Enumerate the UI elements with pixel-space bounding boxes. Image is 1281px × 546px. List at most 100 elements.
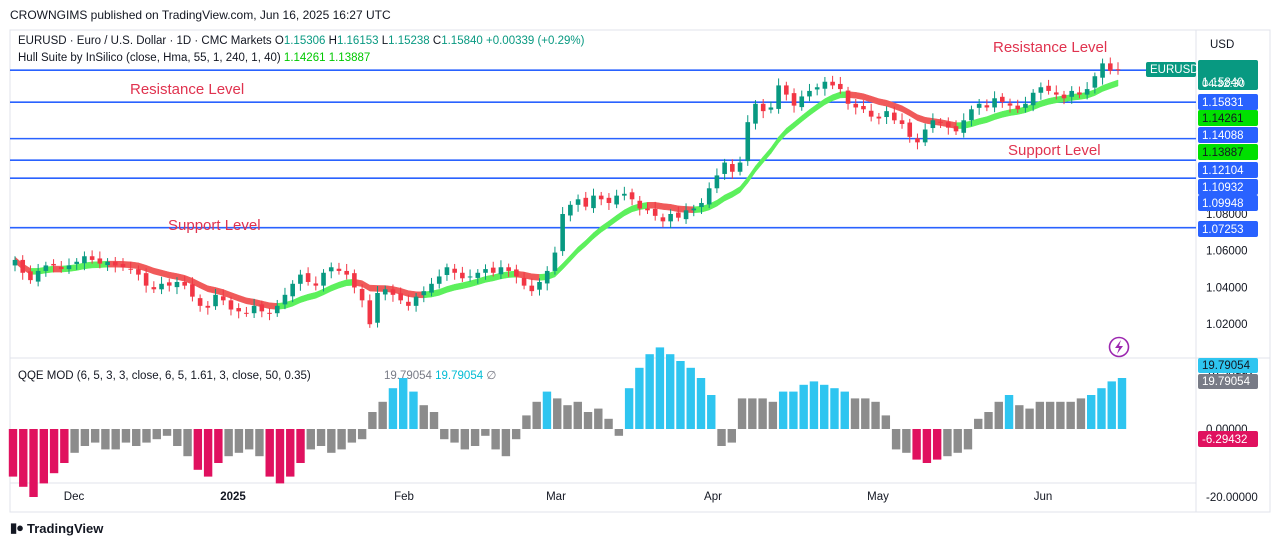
candle-60 [475, 272, 481, 278]
candle-74 [583, 197, 589, 207]
qqe-tag-1: 19.79054 [1202, 376, 1251, 388]
candle-133 [1038, 87, 1044, 93]
publisher-line: CROWNGIMS published on TradingView.com, … [10, 8, 391, 22]
hull-segment-84 [654, 202, 664, 210]
hull-segment-78 [608, 214, 617, 228]
symbol-title: EURUSD · Euro / U.S. Dollar · 1D · CMC M… [18, 35, 272, 47]
qqe-bar-21 [224, 429, 233, 457]
hull-segment-22 [176, 273, 185, 282]
candle-136 [1061, 94, 1067, 99]
candle-103 [807, 90, 812, 97]
qqe-bar-32 [337, 429, 346, 450]
candle-40 [321, 272, 326, 286]
qqe-bar-12 [132, 429, 141, 446]
hull-segment-41 [323, 284, 332, 296]
candle-93 [730, 164, 735, 172]
resistance-label-left: Resistance Level [130, 81, 244, 98]
hull-segment-102 [793, 115, 803, 129]
candle-46 [367, 300, 373, 325]
qqe-bar-26 [275, 429, 285, 484]
tradingview-logo[interactable]: ▮● TradingView [10, 520, 103, 536]
candle-122 [953, 126, 959, 132]
qqe-bar-68 [707, 395, 716, 429]
candle-142 [1107, 63, 1113, 71]
qqe-bar-99 [1025, 408, 1034, 429]
qqe-bar-70 [727, 429, 736, 443]
candle-72 [568, 204, 573, 216]
qqe-bar-71 [737, 398, 747, 429]
qqe-bar-5 [60, 429, 69, 463]
qqe-bar-51 [532, 401, 541, 429]
hull-segment-97 [755, 155, 764, 173]
hull-segment-73 [570, 246, 579, 262]
qqe-bar-74 [768, 401, 778, 429]
qqe-bar-75 [778, 391, 788, 429]
candle-12 [105, 261, 110, 266]
support-label-left: Support Level [168, 217, 261, 234]
candle-126 [984, 105, 990, 108]
tradingview-brand: TradingView [27, 520, 104, 536]
qqe-tag-2-box [1198, 431, 1258, 447]
candle-84 [660, 217, 666, 222]
hull-segment-135 [1048, 96, 1057, 105]
candle-110 [861, 105, 866, 110]
candle-47 [375, 292, 380, 323]
qqe-bar-65 [676, 361, 685, 429]
candle-35 [282, 294, 288, 305]
candle-81 [637, 200, 643, 209]
qqe-bar-105 [1086, 395, 1096, 429]
qqe-bar-18 [193, 429, 203, 470]
hull-segment-100 [778, 127, 787, 144]
candle-128 [1000, 96, 1005, 102]
candle-57 [452, 268, 457, 273]
hull-segment-127 [986, 113, 995, 123]
qqe-bar-34 [357, 429, 367, 440]
qqe-bar-54 [563, 405, 572, 429]
currency-label[interactable]: USD [1210, 39, 1234, 51]
candle-19 [159, 283, 164, 290]
change-value: +0.00339 (+0.29%) [486, 35, 585, 47]
qqe-bar-102 [1056, 401, 1065, 429]
qqe-bar-10 [111, 429, 120, 450]
qqe-tag-0-box [1198, 358, 1258, 373]
symbol-tag: EURUSD [1150, 64, 1199, 76]
hull-segment-104 [809, 103, 818, 117]
qqe-bar-19 [203, 429, 213, 477]
candle-2 [28, 271, 33, 281]
candle-54 [429, 283, 434, 293]
hull-segment-103 [801, 109, 810, 123]
hull-segment-94 [732, 186, 741, 198]
qqe-bar-24 [255, 429, 264, 457]
qqe-bar-91 [943, 429, 952, 457]
hull-segment-85 [662, 203, 671, 211]
candle-108 [845, 90, 851, 104]
hull-legend[interactable]: Hull Suite by InSilico (close, Hma, 55, … [18, 52, 370, 64]
qqe-bar-38 [399, 378, 408, 429]
candle-101 [791, 93, 797, 106]
candle-91 [714, 175, 720, 189]
symbol-tag-box [1146, 62, 1196, 77]
candle-79 [622, 193, 627, 196]
symbol-legend[interactable]: EURUSD · Euro / U.S. Dollar · 1D · CMC M… [18, 35, 584, 47]
low-value: 1.15238 [388, 35, 430, 47]
y-tick-label-1: 1.06000 [1206, 246, 1248, 258]
candle-64 [506, 267, 511, 271]
candle-102 [799, 96, 805, 108]
candle-29 [236, 308, 241, 312]
hull-segment-79 [616, 209, 625, 222]
qqe-bar-3 [39, 429, 49, 484]
qqe-tag-1-box [1198, 374, 1258, 389]
candle-65 [514, 269, 519, 277]
candle-130 [1015, 105, 1021, 110]
candle-11 [97, 258, 103, 264]
candle-16 [136, 269, 141, 275]
qqe-bar-94 [974, 418, 983, 429]
candle-58 [460, 272, 465, 279]
candle-23 [190, 284, 195, 297]
lightning-icon[interactable] [1108, 336, 1130, 358]
hull-segment-130 [1009, 108, 1018, 116]
qqe-legend[interactable]: QQE MOD (6, 5, 3, 3, close, 6, 5, 1.61, … [18, 368, 496, 382]
qqe-bar-44 [460, 429, 470, 450]
candle-105 [822, 81, 828, 89]
